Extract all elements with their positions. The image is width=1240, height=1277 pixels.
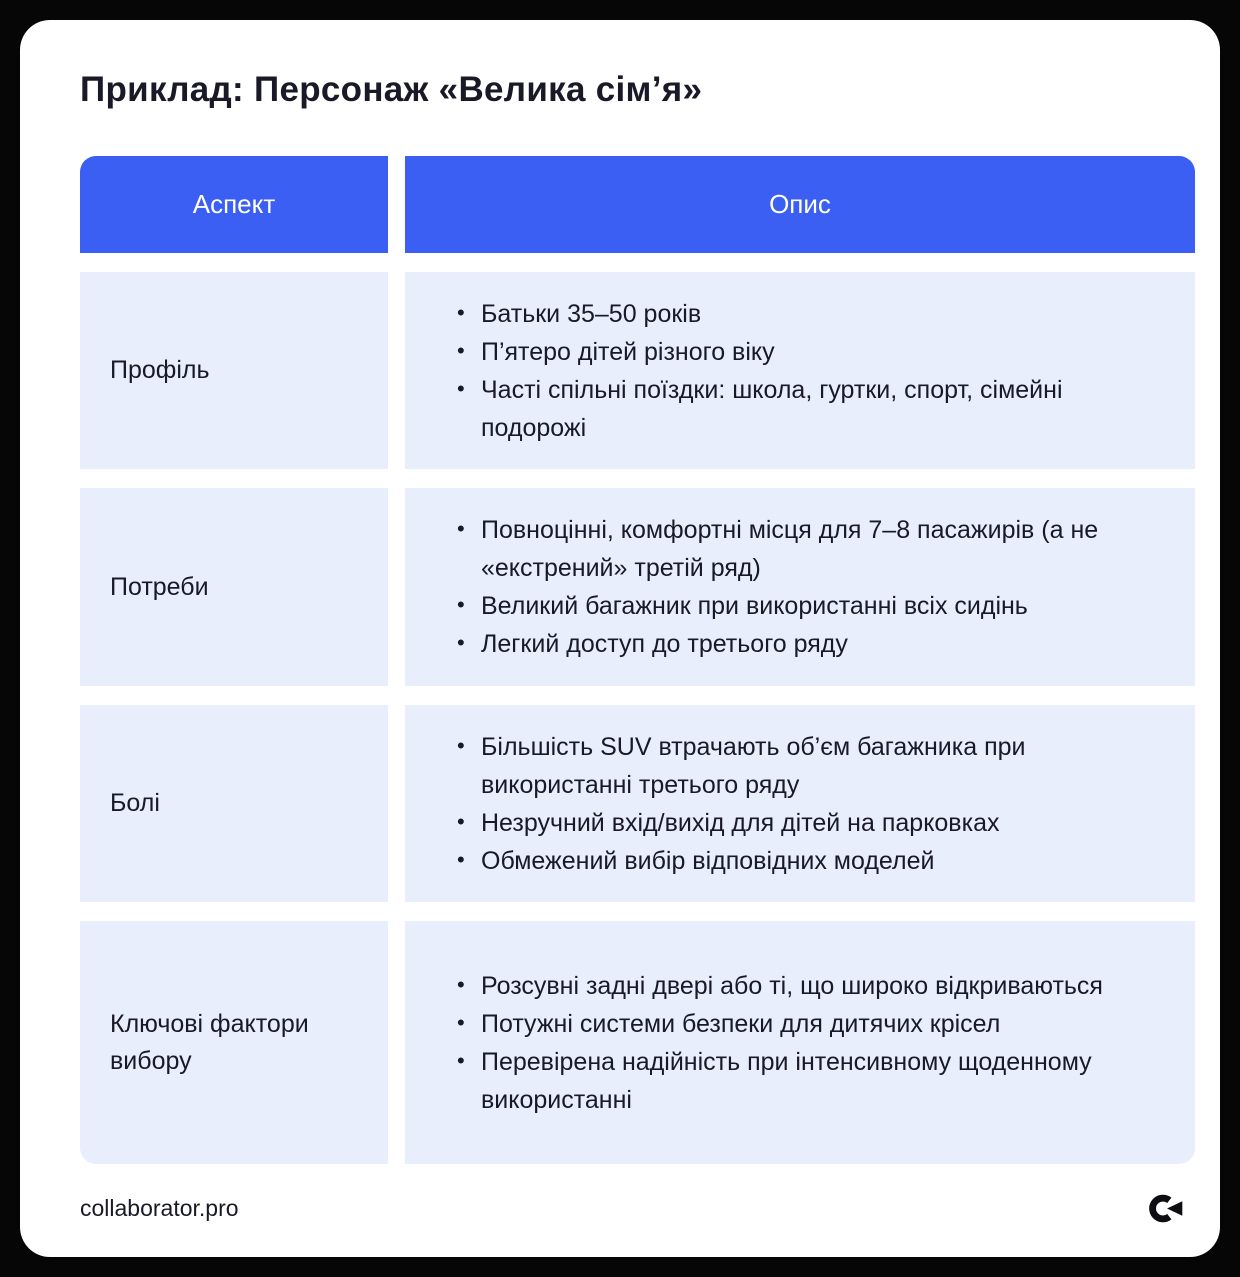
bullet-list: Розсувні задні двері або ті, що широко в… [453, 966, 1153, 1119]
bullet-item: Обмежений вибір відповідних моделей [453, 841, 1153, 880]
aspect-cell: Профіль [80, 272, 388, 469]
description-cell: Повноцінні, комфортні місця для 7–8 паса… [405, 488, 1195, 686]
bullet-item: Розсувні задні двері або ті, що широко в… [453, 966, 1153, 1005]
description-cell: Більшість SUV втрачають об’єм багажника … [405, 705, 1195, 902]
collaborator-logo-icon [1149, 1192, 1186, 1225]
description-cell: Батьки 35–50 роківП’ятеро дітей різного … [405, 272, 1195, 469]
bullet-list: Повноцінні, комфортні місця для 7–8 паса… [453, 510, 1153, 663]
bullet-item: Великий багажник при використанні всіх с… [453, 586, 1153, 625]
aspect-cell: Болі [80, 705, 388, 902]
bullet-item: Перевірена надійність при інтенсивному щ… [453, 1042, 1153, 1119]
bullet-list: Більшість SUV втрачають об’єм багажника … [453, 727, 1153, 880]
page-title: Приклад: Персонаж «Велика сім’я» [80, 70, 703, 109]
bullet-item: Повноцінні, комфортні місця для 7–8 паса… [453, 510, 1153, 587]
bullet-item: П’ятеро дітей різного віку [453, 332, 1153, 371]
bullet-item: Батьки 35–50 років [453, 294, 1153, 333]
bullet-item: Потужні системи безпеки для дитячих кріс… [453, 1004, 1153, 1043]
aspect-cell: Ключові фактори вибору [80, 921, 388, 1164]
description-cell: Розсувні задні двері або ті, що широко в… [405, 921, 1195, 1164]
bullet-item: Часті спільні поїздки: школа, гуртки, сп… [453, 370, 1153, 447]
persona-table: Аспект Опис Профіль Батьки 35–50 роківП’… [80, 156, 1195, 1164]
slide-card: Приклад: Персонаж «Велика сім’я» Аспект … [20, 20, 1220, 1257]
column-header-aspect: Аспект [80, 156, 388, 253]
footer: collaborator.pro [80, 1192, 1186, 1225]
bullet-item: Більшість SUV втрачають об’єм багажника … [453, 727, 1153, 804]
bullet-list: Батьки 35–50 роківП’ятеро дітей різного … [453, 294, 1153, 447]
aspect-cell: Потреби [80, 488, 388, 686]
bullet-item: Незручний вхід/вихід для дітей на парков… [453, 803, 1153, 842]
bullet-item: Легкий доступ до третього ряду [453, 624, 1153, 663]
footer-site-link[interactable]: collaborator.pro [80, 1195, 239, 1221]
column-header-description: Опис [405, 156, 1195, 253]
